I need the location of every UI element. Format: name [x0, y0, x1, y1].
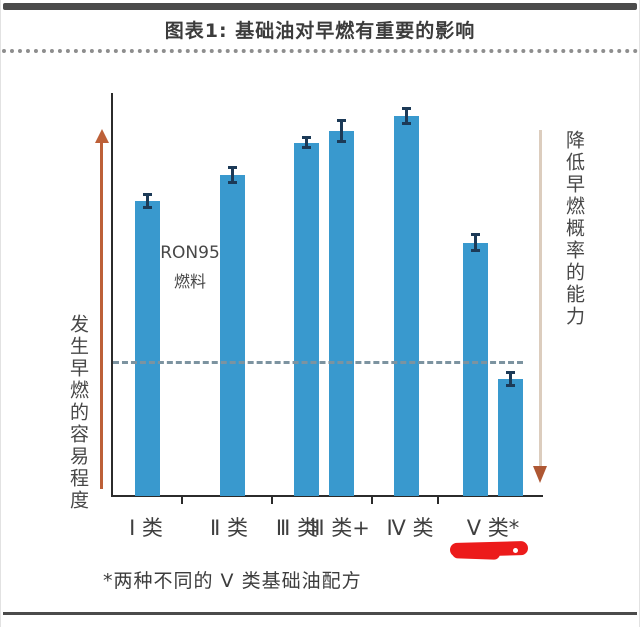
- bar: [134, 201, 160, 496]
- axis-tick: [371, 497, 373, 504]
- error-bar: [339, 119, 343, 144]
- error-bar: [305, 135, 308, 150]
- bar: [294, 142, 319, 496]
- red-marker-gap: [513, 548, 518, 553]
- bar: [328, 131, 354, 496]
- y-axis-label-left: 发生早燃的容易程度: [67, 314, 89, 512]
- x-axis-label: Ⅳ 类: [386, 516, 434, 540]
- bar: [497, 378, 523, 496]
- fuel-annotation-line1: RON95: [160, 243, 220, 263]
- error-bar-cap: [227, 180, 237, 184]
- bar: [219, 174, 245, 496]
- axis-tick: [437, 497, 439, 504]
- red-marker-annotation: [449, 539, 530, 561]
- error-bar-cap: [471, 249, 480, 253]
- y-axis-label-right: 降低早燃概率的能力: [563, 130, 585, 328]
- top-rule: [3, 3, 637, 10]
- footnote: *两种不同的 V 类基础油配方: [103, 570, 362, 592]
- x-axis-line: [111, 495, 543, 497]
- error-bar-cap: [401, 107, 411, 111]
- error-bar-cap: [142, 193, 152, 196]
- error-bar-cap: [401, 122, 411, 126]
- error-bar-cap: [302, 135, 311, 139]
- error-bar: [230, 165, 234, 184]
- error-bar-cap: [505, 383, 515, 387]
- error-bar-cap: [336, 140, 346, 144]
- error-bar: [474, 232, 477, 253]
- bottom-rule: [3, 612, 637, 615]
- x-axis-label: Ⅱ 类: [209, 516, 248, 540]
- error-bar-cap: [505, 371, 515, 375]
- error-bar-cap: [302, 146, 311, 150]
- error-bar-cap: [471, 232, 480, 236]
- fuel-annotation: RON95 燃料: [153, 243, 227, 292]
- up-arrow-icon: [100, 141, 103, 489]
- error-bar-cap: [142, 206, 152, 210]
- down-arrow-icon: [539, 130, 542, 468]
- bar: [393, 116, 419, 496]
- axis-tick: [271, 497, 273, 504]
- bar: [463, 242, 488, 496]
- left-edge-border: [0, 0, 1, 627]
- x-axis-label: Ⅴ 类*: [466, 516, 520, 540]
- error-bar: [404, 107, 408, 126]
- chart-title: 图表1: 基础油对早燃有重要的影响: [164, 20, 476, 42]
- error-bar-cap: [227, 165, 237, 169]
- x-axis-label: Ⅲ 类+: [310, 516, 370, 540]
- up-arrow-head-icon: [95, 129, 109, 143]
- reference-dashed-line: [113, 360, 523, 364]
- error-bar: [508, 371, 512, 387]
- fuel-annotation-line2: 燃料: [173, 272, 206, 291]
- x-axis-label: Ⅰ 类: [129, 516, 163, 540]
- x-axis-label: Ⅲ 类: [275, 516, 319, 540]
- error-bar: [145, 193, 149, 210]
- down-arrow-head-icon: [533, 466, 547, 483]
- error-bar-cap: [336, 119, 346, 123]
- red-marker-stroke: [451, 546, 501, 560]
- y-axis-line: [111, 93, 113, 497]
- axis-tick: [181, 497, 183, 504]
- dotted-separator: [2, 49, 638, 53]
